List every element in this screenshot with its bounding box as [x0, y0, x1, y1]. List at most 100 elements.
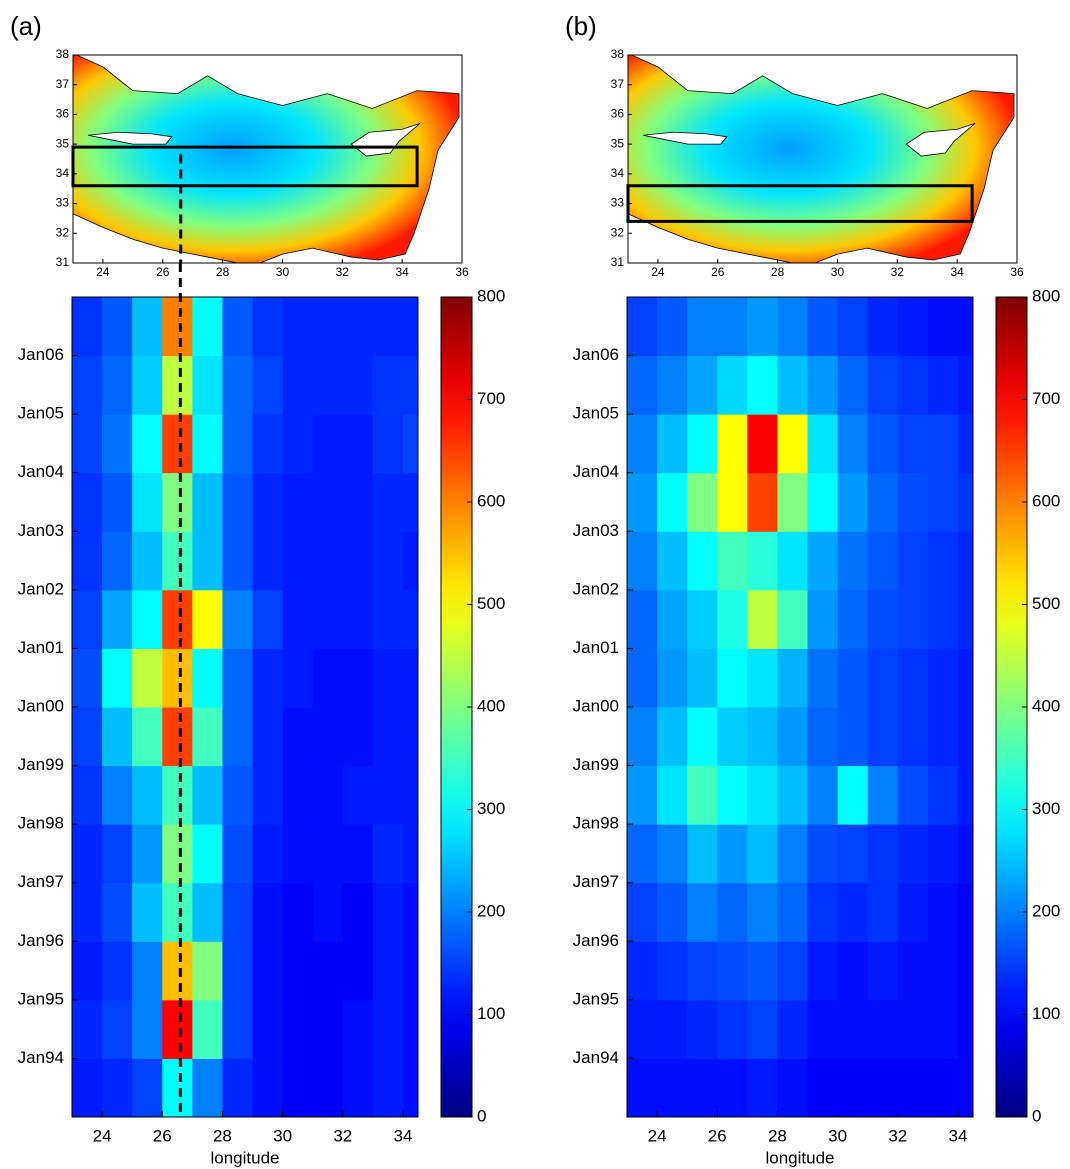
- heatmap-cell: [252, 999, 284, 1059]
- heatmap-cell: [402, 531, 419, 591]
- heatmap-cell: [807, 824, 839, 884]
- heatmap-cell: [402, 824, 419, 884]
- heatmap-cell: [957, 824, 974, 884]
- y-tick-label: Jan95: [18, 989, 64, 1008]
- heatmap-cell: [372, 765, 404, 825]
- heatmap-cell: [312, 414, 344, 474]
- heatmap-cell: [657, 472, 688, 532]
- heatmap-cell: [252, 1058, 284, 1118]
- heatmap-cell: [837, 707, 869, 767]
- heatmap-cell: [192, 1058, 223, 1118]
- heatmap-cell: [687, 707, 718, 767]
- heatmap-cell: [342, 999, 374, 1059]
- x-tick-label: 30: [276, 265, 290, 279]
- x-tick-label: 32: [333, 1126, 352, 1145]
- heatmap-cell: [342, 589, 374, 649]
- heatmap-cell: [192, 589, 223, 649]
- x-tick-label: 26: [708, 1126, 727, 1145]
- heatmap-cell: [897, 589, 929, 649]
- heatmap-cell: [777, 472, 809, 532]
- heatmap-cell: [807, 1058, 839, 1118]
- heatmap-cell: [747, 414, 778, 474]
- heatmap-cell: [687, 531, 718, 591]
- y-tick-label: Jan98: [18, 814, 64, 833]
- heatmap-cell: [132, 882, 163, 942]
- heatmap-cell: [927, 414, 959, 474]
- colorbar-tick-label: 700: [477, 389, 505, 408]
- heatmap-cell: [747, 882, 778, 942]
- heatmap-cell: [777, 648, 809, 708]
- heatmap-cell: [837, 355, 869, 415]
- heatmap-cell: [222, 414, 254, 474]
- heatmap-cell: [132, 824, 163, 884]
- heatmap-cell: [372, 1058, 404, 1118]
- heatmap-cell: [222, 707, 254, 767]
- heatmap-cell: [627, 882, 658, 942]
- y-tick-label: 37: [611, 77, 625, 91]
- x-tick-label: 36: [455, 265, 469, 279]
- heatmap-cell: [72, 999, 103, 1059]
- heatmap-cell: [132, 999, 163, 1059]
- x-tick-label: 28: [771, 265, 785, 279]
- heatmap-cell: [897, 1058, 929, 1118]
- heatmap-cell: [102, 355, 133, 415]
- heatmap-cell: [627, 824, 658, 884]
- heatmap-cell: [717, 531, 748, 591]
- heatmap-cell: [807, 765, 839, 825]
- heatmap-cell: [282, 355, 314, 415]
- heatmap-cell: [162, 824, 193, 884]
- heatmap-cell: [132, 765, 163, 825]
- y-tick-label: 32: [611, 225, 625, 239]
- heatmap-cell: [777, 882, 809, 942]
- heatmap-cell: [282, 414, 314, 474]
- heatmap-cell: [132, 355, 163, 415]
- colorbar-tick-label: 700: [1032, 389, 1060, 408]
- heatmap-cell: [927, 707, 959, 767]
- heatmap-cell: [837, 765, 869, 825]
- heatmap-cell: [717, 707, 748, 767]
- region-box: [71, 145, 419, 188]
- island-crete: [87, 131, 173, 145]
- y-tick-label: 36: [611, 107, 625, 121]
- heatmap-cell: [897, 882, 929, 942]
- heatmap-cell: [717, 941, 748, 1001]
- heatmap-cell: [132, 531, 163, 591]
- panel-label: (a): [10, 11, 42, 41]
- heatmap-cell: [717, 765, 748, 825]
- y-tick-label: 38: [611, 47, 625, 61]
- heatmap-cell: [867, 824, 899, 884]
- heatmap-cell: [927, 941, 959, 1001]
- heatmap-cell: [957, 589, 974, 649]
- y-tick-label: Jan06: [573, 345, 619, 364]
- heatmap-cell: [222, 999, 254, 1059]
- heatmap-cell: [402, 1058, 419, 1118]
- heatmap-cell: [192, 999, 223, 1059]
- colorbar: [995, 296, 1028, 1118]
- heatmap-cell: [372, 589, 404, 649]
- heatmap-cell: [687, 589, 718, 649]
- y-tick-label: Jan94: [18, 1048, 64, 1067]
- heatmap-cell: [687, 297, 718, 357]
- y-tick-label: Jan97: [18, 872, 64, 891]
- heatmap-cell: [132, 297, 163, 357]
- heatmap-cell: [777, 297, 809, 357]
- heatmap-cell: [252, 297, 284, 357]
- heatmap-cell: [222, 472, 254, 532]
- heatmap-cell: [402, 707, 419, 767]
- y-tick-label: Jan97: [573, 872, 619, 891]
- heatmap-cell: [897, 531, 929, 591]
- heatmap-cell: [252, 707, 284, 767]
- heatmap-cell: [867, 414, 899, 474]
- heatmap-cell: [162, 1058, 193, 1118]
- heatmap-cell: [717, 589, 748, 649]
- heatmap-cell: [957, 297, 974, 357]
- x-tick-label: 34: [395, 265, 409, 279]
- heatmap-cell: [72, 707, 103, 767]
- heatmap-cell: [402, 648, 419, 708]
- heatmap-cell: [807, 589, 839, 649]
- heatmap-cell: [837, 1058, 869, 1118]
- x-tick-label: 34: [950, 265, 964, 279]
- heatmap-cell: [717, 355, 748, 415]
- colorbar-tick-label: 100: [1032, 1004, 1060, 1023]
